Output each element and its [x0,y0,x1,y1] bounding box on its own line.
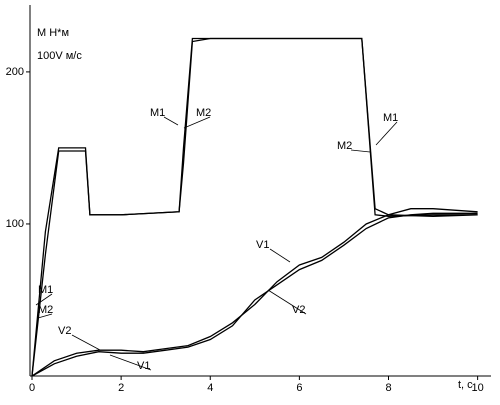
annotation: M2 [38,304,53,316]
leader-line [109,354,152,371]
y-label-2: 100V м/с [37,50,82,62]
annotation: M2 [196,107,211,119]
x-tick-label: 8 [385,382,391,394]
leader-line [71,334,101,351]
x-tick-label: 4 [207,382,213,394]
annotation: M1 [383,112,398,124]
annotation: V2 [292,304,305,316]
annotation: V1 [256,239,269,251]
x-label: t, c [458,379,473,391]
annotation: M1 [38,284,53,296]
y-tick-label: 100 [6,218,24,230]
x-tick-label: 10 [472,382,484,394]
x-tick-label: 0 [29,382,35,394]
line-series [31,208,478,377]
y-label-1: M Н*м [37,27,69,39]
line-series [31,37,478,377]
annotation: V1 [137,360,150,372]
line-series [31,37,478,377]
annotation: M2 [337,140,352,152]
leader-line [375,121,398,146]
annotation: V2 [58,325,71,337]
leader-line [35,293,53,306]
line-series [31,212,478,377]
x-tick-label: 6 [296,382,302,394]
leader-line [37,313,53,319]
leader-line [163,116,179,126]
leader-line [269,248,291,263]
leader-line [183,116,211,129]
annotation: M1 [150,107,165,119]
leader-line [267,289,307,315]
x-tick-label: 2 [118,382,124,394]
leader-line [350,149,371,153]
y-tick-label: 200 [6,66,24,78]
